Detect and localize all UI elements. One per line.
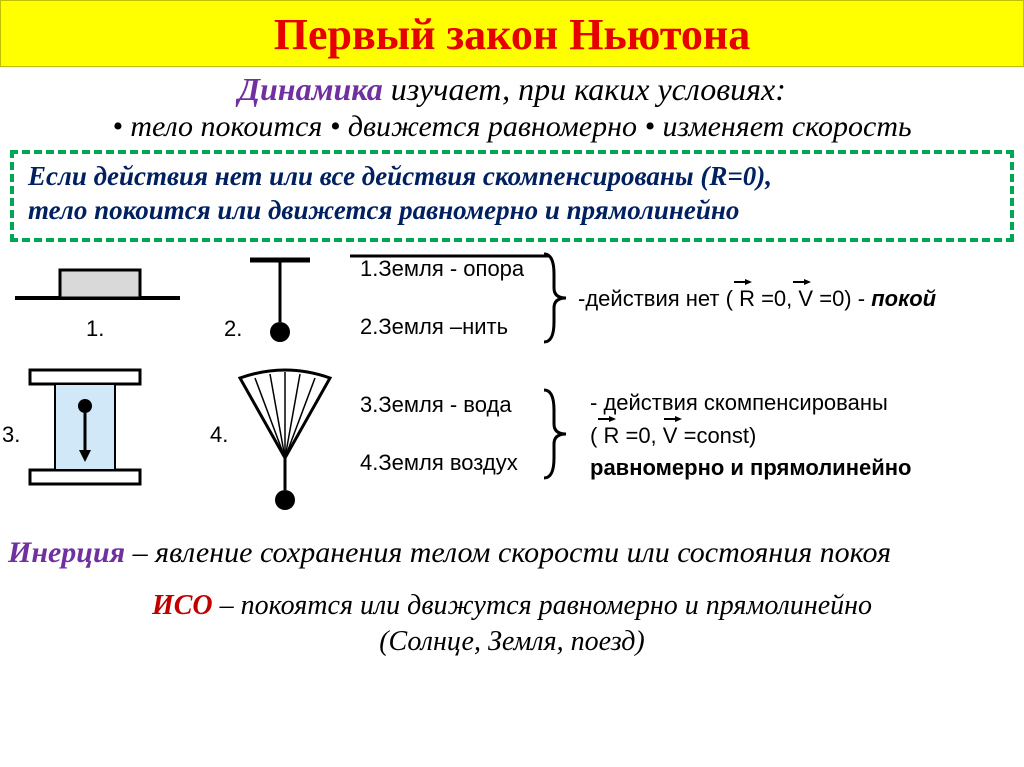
subtitle-rest: изучает, при каких условиях: xyxy=(383,71,786,107)
vec-r-arrow-1 xyxy=(732,276,754,286)
case-2-label: 2.Земля –нить xyxy=(360,314,508,340)
law-line-1: Если действия нет или все действия скомп… xyxy=(28,160,996,194)
diagram-area: 1. 2. 3. 4. 1.Земля - опора 2.Земля –нит… xyxy=(0,250,1024,530)
subtitle: Динамика изучает, при каких условиях: xyxy=(0,71,1024,108)
inertia-keyword: Инерция xyxy=(8,536,125,569)
inertia-text: – явление сохранения телом скорости или … xyxy=(125,536,891,569)
rest-suffix: =0) - xyxy=(819,286,871,311)
iso-text-1: – покоятся или движутся равномерно и пря… xyxy=(213,590,872,621)
vec-v-arrow-1 xyxy=(791,276,813,286)
rest-prefix: -действия нет ( xyxy=(578,286,733,311)
page-title: Первый закон Ньютона xyxy=(1,9,1023,60)
diagram-4-label: 4. xyxy=(210,422,228,448)
comp-line-1: - действия скомпенсированы xyxy=(590,388,911,418)
diagram-2-label: 2. xyxy=(224,316,242,342)
rest-word: покой xyxy=(871,286,936,311)
title-bar: Первый закон Ньютона xyxy=(0,0,1024,67)
case-4-label: 4.Земля воздух xyxy=(360,450,518,476)
vec-v-arrow-2 xyxy=(662,413,684,423)
rest-mid: =0, xyxy=(761,286,792,311)
conditions-line: • тело покоится • движется равномерно • … xyxy=(0,110,1024,144)
vec-r-arrow-2 xyxy=(596,413,618,423)
diagram-1-label: 1. xyxy=(86,316,104,342)
law-statement-box: Если действия нет или все действия скомп… xyxy=(10,150,1014,242)
diagram-3-fall xyxy=(15,362,155,502)
case-3-label: 3.Земля - вода xyxy=(360,392,512,418)
comp-line-2: ( R =0, V =const) xyxy=(590,421,911,451)
inertia-definition: Инерция – явление сохранения телом скоро… xyxy=(0,536,1024,570)
subtitle-keyword: Динамика xyxy=(238,71,383,107)
rest-r: R xyxy=(739,286,755,311)
brace-top xyxy=(538,250,572,346)
iso-definition: ИСО – покоятся или движутся равномерно и… xyxy=(0,588,1024,661)
comp-result: - действия скомпенсированы ( R =0, V =co… xyxy=(590,388,911,483)
comp-mid: =0, xyxy=(625,423,662,448)
comp-line-3: равномерно и прямолинейно xyxy=(590,453,911,483)
iso-keyword: ИСО xyxy=(152,590,213,621)
comp-r: R xyxy=(603,423,619,448)
diagram-3-label: 3. xyxy=(2,422,20,448)
diagram-4-cone xyxy=(220,368,350,518)
rest-v: V xyxy=(798,286,813,311)
brace-bottom xyxy=(538,386,572,482)
rest-result: -действия нет ( R =0, V =0) - покой xyxy=(578,286,936,312)
diagram-2-pendulum xyxy=(230,250,330,360)
comp-v: V xyxy=(663,423,678,448)
comp-suffix: =const) xyxy=(684,423,757,448)
law-line-2: тело покоится или движется равномерно и … xyxy=(28,194,996,228)
separator-line xyxy=(350,250,550,262)
iso-text-2: (Солнце, Земля, поезд) xyxy=(379,626,645,657)
